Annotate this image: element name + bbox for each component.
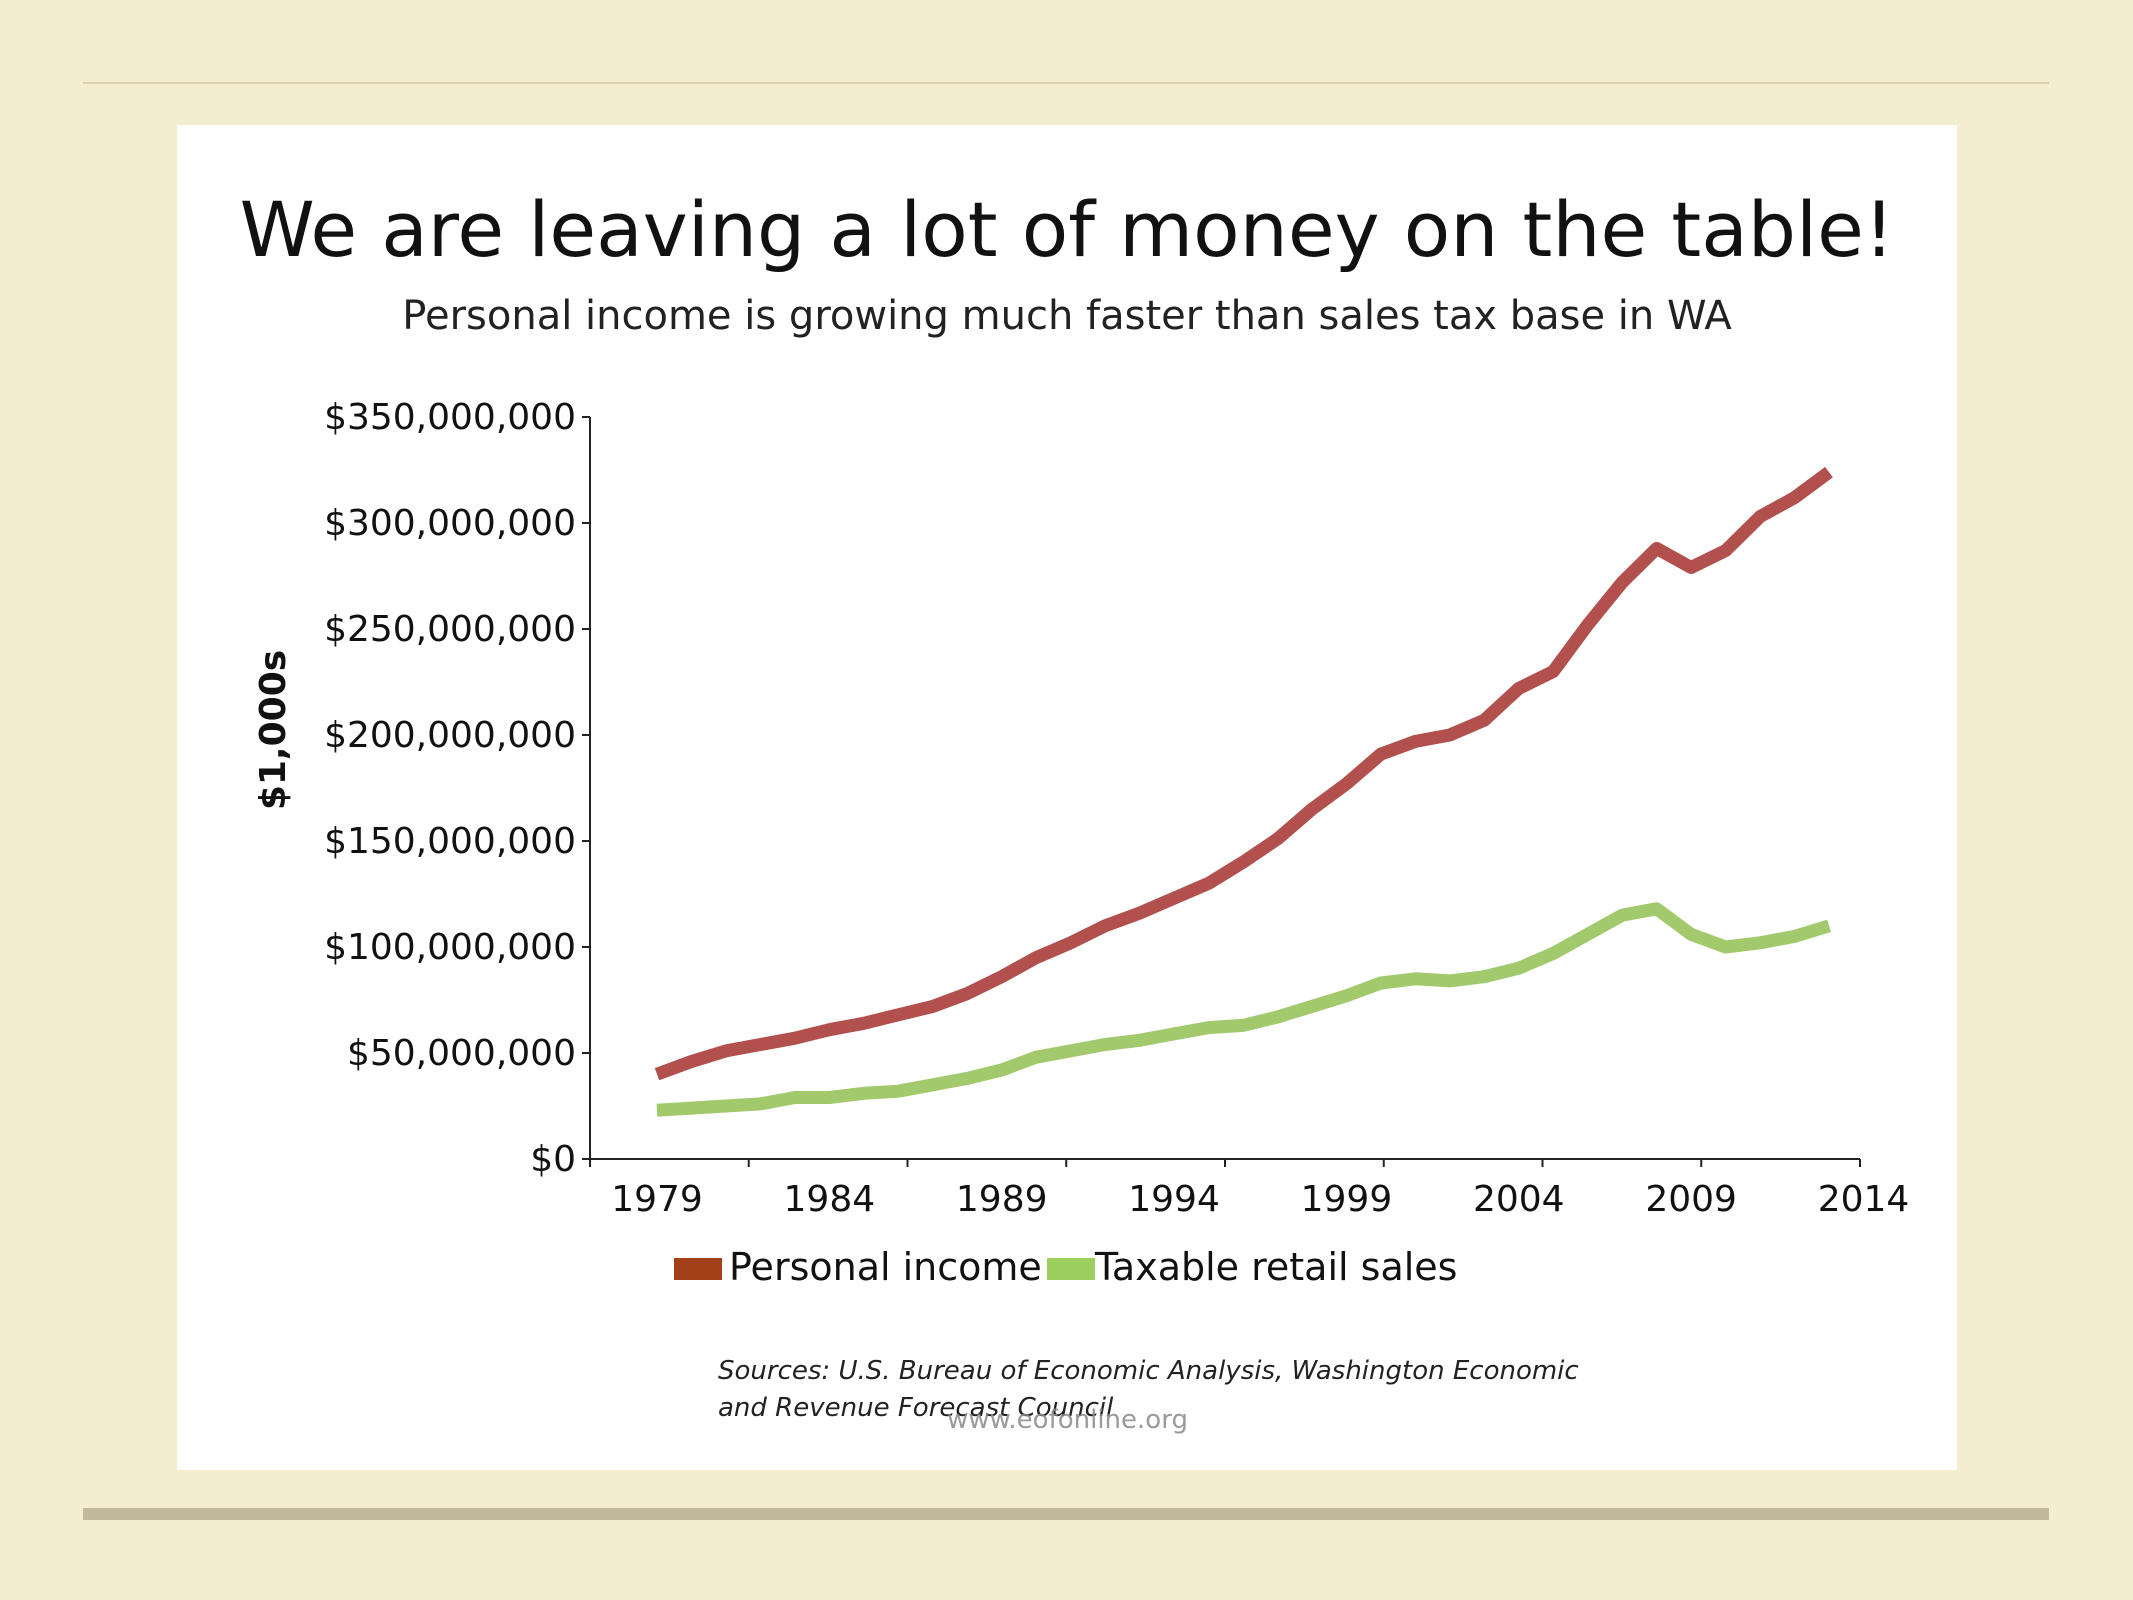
- watermark: www.eofonline.org: [947, 1405, 1188, 1435]
- legend-swatch: [1047, 1258, 1095, 1280]
- x-tick-label: 2004: [1473, 1179, 1565, 1220]
- legend-swatch: [674, 1258, 722, 1280]
- legend-label: Taxable retail sales: [1094, 1245, 1457, 1289]
- x-tick-label: 1979: [611, 1179, 703, 1220]
- y-tick-label: $350,000,000: [324, 397, 576, 438]
- x-tick-label: 2009: [1645, 1179, 1737, 1220]
- y-tick-label: $250,000,000: [324, 609, 576, 650]
- series-line-taxable-retail-sales: [656, 902, 1831, 1117]
- top-divider: [83, 82, 2049, 84]
- series-line-personal-income: [654, 466, 1833, 1081]
- y-tick-label: $0: [530, 1139, 576, 1180]
- line-chart: $0 $50,000,000 $100,000,000 $150,000,000 $20…: [253, 397, 1910, 1289]
- x-tick-label: 1994: [1128, 1179, 1220, 1220]
- x-tick-label: 1989: [956, 1179, 1048, 1220]
- slide-card: We are leaving a lot of money on the tab…: [177, 125, 1957, 1470]
- x-tick-label: 2014: [1818, 1179, 1910, 1220]
- y-tick-label: $300,000,000: [324, 503, 576, 544]
- chart-title: We are leaving a lot of money on the tab…: [239, 185, 1895, 274]
- x-tick-label: 1999: [1301, 1179, 1393, 1220]
- y-tick-label: $150,000,000: [324, 821, 576, 862]
- y-tick-label: $100,000,000: [324, 927, 576, 968]
- source-note: Sources: U.S. Bureau of Economic Analysi…: [718, 1356, 1579, 1423]
- y-axis-title: $1,000s: [253, 650, 294, 810]
- bottom-divider: [83, 1508, 2049, 1520]
- y-tick-label: $200,000,000: [324, 715, 576, 756]
- chart-subtitle: Personal income is growing much faster t…: [402, 293, 1732, 339]
- legend-label: Personal income: [729, 1245, 1042, 1289]
- y-tick-label: $50,000,000: [347, 1033, 576, 1074]
- x-tick-label: 1984: [784, 1179, 876, 1220]
